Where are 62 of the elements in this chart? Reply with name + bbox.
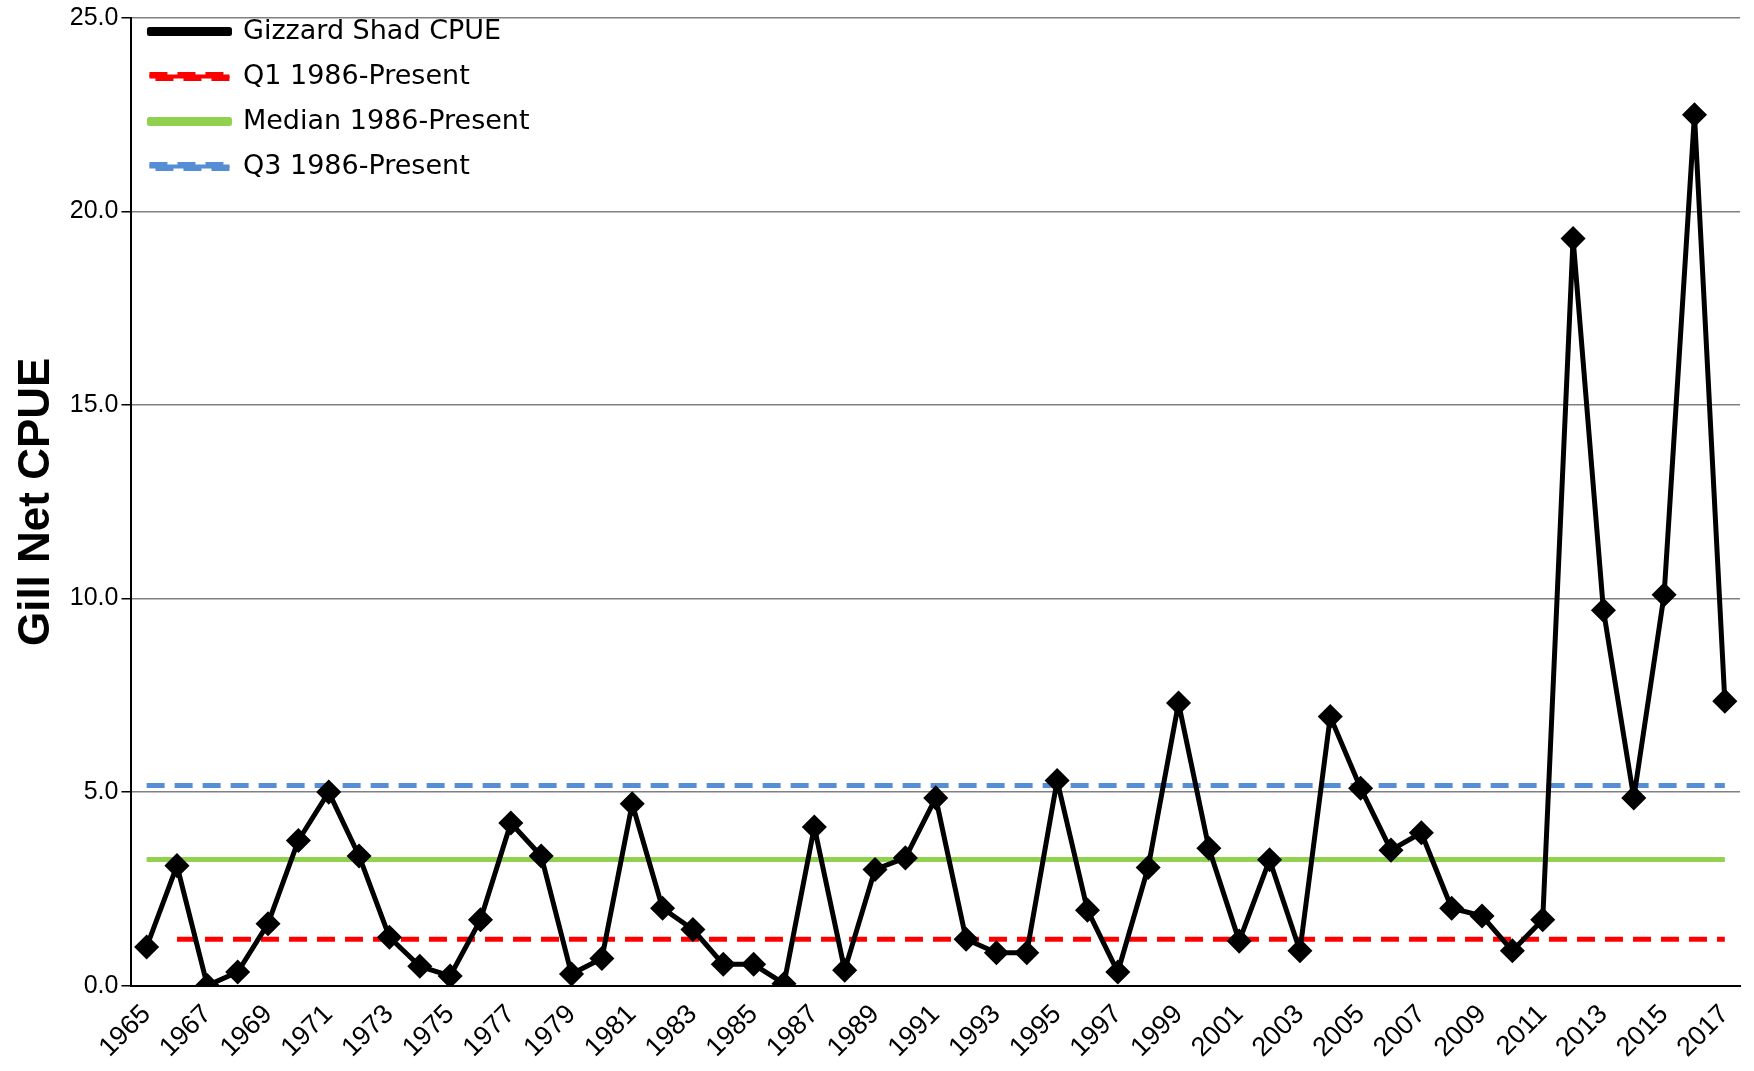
point — [1349, 776, 1373, 800]
y-tick-label: 0.0 — [83, 969, 119, 998]
y-tick-label: 15.0 — [69, 388, 119, 417]
point — [1379, 838, 1403, 862]
point — [924, 786, 948, 810]
point — [802, 815, 826, 839]
point — [711, 952, 735, 976]
point — [1227, 929, 1251, 953]
legend-label: Gizzard Shad CPUE — [242, 13, 502, 45]
y-tick-label: 20.0 — [69, 195, 119, 224]
point — [317, 780, 341, 804]
point — [135, 935, 159, 959]
point — [742, 952, 766, 976]
y-tick-label: 10.0 — [69, 582, 119, 611]
point — [1167, 691, 1191, 715]
point — [286, 828, 310, 852]
point — [165, 854, 189, 878]
point — [468, 908, 492, 932]
point — [256, 912, 280, 936]
point — [833, 958, 857, 982]
point — [1015, 941, 1039, 965]
point — [651, 896, 675, 920]
y-axis-title: Gill Net CPUE — [8, 357, 58, 647]
point — [1500, 939, 1524, 963]
legend-label: Q1 1986-Present — [242, 58, 470, 90]
point — [620, 792, 644, 816]
point — [1591, 598, 1615, 622]
point — [893, 846, 917, 870]
point — [1197, 836, 1221, 860]
point — [1652, 583, 1676, 607]
legend-label: Median 1986-Present — [242, 103, 530, 135]
point — [954, 927, 978, 951]
point — [1622, 786, 1646, 810]
point — [1470, 904, 1494, 928]
point — [681, 918, 705, 941]
point — [863, 858, 887, 881]
point — [1531, 908, 1555, 932]
y-tick-label: 5.0 — [83, 775, 119, 804]
point — [1409, 821, 1433, 845]
point — [1713, 689, 1737, 713]
point — [1318, 705, 1342, 729]
point — [590, 947, 614, 971]
point — [560, 962, 584, 986]
legend-label: Q3 1986-Present — [242, 148, 470, 180]
point — [347, 844, 371, 868]
point — [1561, 227, 1585, 251]
point — [1075, 898, 1099, 922]
point — [408, 954, 432, 978]
point — [1682, 103, 1706, 127]
point — [499, 811, 523, 835]
point — [377, 925, 401, 949]
point — [438, 964, 462, 986]
point — [1288, 939, 1312, 963]
point — [984, 941, 1008, 965]
point — [1045, 768, 1069, 792]
point — [226, 960, 250, 984]
point — [1106, 960, 1130, 984]
point — [1258, 848, 1282, 872]
point — [1136, 856, 1160, 880]
y-tick-label: 25.0 — [69, 1, 119, 30]
point — [1440, 896, 1464, 920]
point — [529, 844, 553, 868]
